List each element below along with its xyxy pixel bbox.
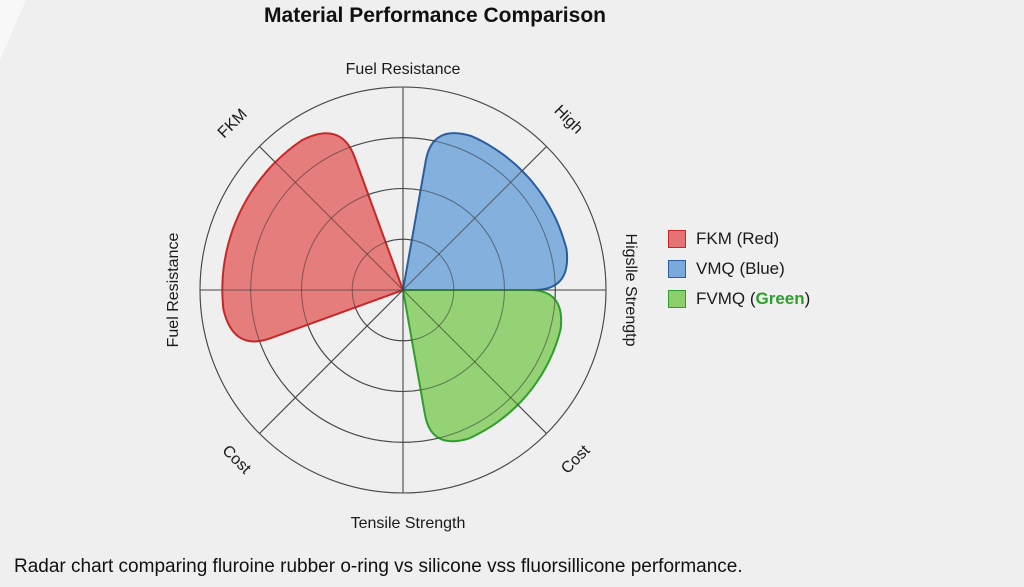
axis-label-left: Fuel Resistance — [165, 233, 182, 348]
legend-label-fvmq-colored: Green — [755, 289, 805, 308]
radar-ring-overlay-4 — [199, 86, 607, 494]
figure-caption: Radar chart comparing fluroine rubber o-… — [14, 556, 743, 577]
legend-label-vmq: VMQ (Blue) — [696, 259, 785, 278]
chart-title: Material Performance Comparison — [264, 4, 606, 27]
radar-ring-overlay-3 — [250, 137, 556, 443]
series-area-fvmq — [402, 289, 563, 443]
chart-legend: FKM (Red) VMQ (Blue) FVMQ (Green) — [668, 224, 810, 314]
axis-label-bottom-right: Cost — [558, 442, 594, 478]
legend-swatch-fkm — [668, 230, 686, 248]
series-area-vmq — [402, 132, 569, 291]
axis-label-bottom: Tensile Strength — [351, 515, 466, 532]
legend-label-fkm: FKM (Red) — [696, 229, 780, 248]
legend-item-fvmq: FVMQ (Green) — [668, 284, 810, 314]
legend-label-fvmq-suffix: ) — [804, 289, 811, 308]
legend-item-vmq: VMQ (Blue) — [668, 254, 810, 284]
corner-shade — [0, 0, 26, 60]
axis-label-bottom-left: Cost — [219, 442, 255, 478]
radar-ring-overlay-2 — [301, 188, 505, 392]
legend-swatch-fvmq — [668, 290, 686, 308]
axis-label-top-left: FKM — [215, 106, 251, 142]
legend-swatch-vmq — [668, 260, 686, 278]
axis-label-top-right: High — [551, 102, 586, 137]
radar-ring-overlay-1 — [351, 238, 455, 342]
legend-label-fvmq: FVMQ (Green) — [696, 289, 810, 309]
series-area-fkm — [221, 132, 404, 343]
radar-series — [199, 86, 607, 494]
axis-label-right: Higslle Strengtp — [622, 234, 639, 347]
legend-label-fvmq-prefix: FVMQ ( — [696, 289, 756, 308]
legend-item-fkm: FKM (Red) — [668, 224, 810, 254]
axis-label-top: Fuel Resistance — [346, 61, 461, 78]
